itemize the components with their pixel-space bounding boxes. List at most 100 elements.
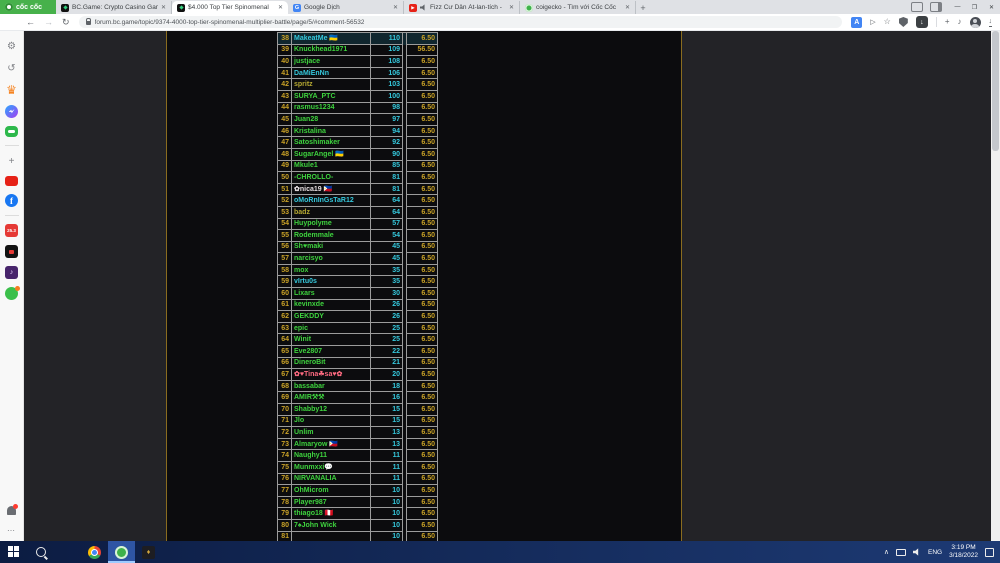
profile-avatar[interactable] — [969, 16, 981, 28]
minimize-button[interactable]: — — [954, 4, 961, 10]
username-cell[interactable]: OhMicrom — [292, 485, 371, 497]
chat-app-icon[interactable] — [5, 286, 20, 300]
video-app-icon[interactable] — [5, 245, 18, 258]
reload-button[interactable]: ↻ — [62, 16, 70, 27]
browser-tab[interactable]: BC.Game: Crypto Casino Gam ✕ — [56, 1, 172, 14]
username-cell[interactable]: Shabby12 — [292, 404, 371, 416]
games-icon[interactable] — [5, 126, 18, 137]
username-cell[interactable]: Naughy11 — [292, 450, 371, 462]
page-scrollbar[interactable] — [991, 31, 1000, 541]
downloads-tray-icon[interactable]: ↓ — [988, 17, 992, 27]
username-cell[interactable]: DaMiEnNn — [292, 67, 371, 80]
screencast-icon[interactable] — [911, 2, 923, 12]
music-app-icon[interactable]: ♪ — [5, 266, 18, 279]
username-cell[interactable]: 7♠John Wick — [292, 519, 371, 532]
youtube-icon[interactable] — [5, 176, 18, 186]
network-icon[interactable] — [895, 548, 906, 556]
username-cell[interactable]: Munmxxi💬 — [292, 461, 371, 474]
maximize-button[interactable]: ❐ — [971, 4, 978, 11]
username-cell[interactable]: -CHROLLO- — [292, 172, 371, 184]
file-explorer-app[interactable] — [54, 541, 81, 563]
username-cell[interactable]: Huypolyme — [292, 218, 371, 231]
crown-icon[interactable]: ♛ — [6, 83, 17, 97]
username-cell[interactable]: Juan28 — [292, 114, 371, 126]
new-tab-button[interactable]: + — [640, 3, 646, 13]
taskbar-search-button[interactable] — [27, 541, 54, 563]
username-cell[interactable]: Almaryow 🇵🇭 — [292, 438, 371, 451]
forward-button[interactable]: → — [44, 16, 53, 27]
tab-close-icon[interactable]: ✕ — [392, 5, 398, 11]
username-cell[interactable]: vIrtu0s — [292, 276, 371, 289]
username-cell[interactable]: ✿nica19 🇵🇭 — [292, 183, 371, 196]
history-icon[interactable]: ↺ — [7, 62, 16, 74]
bell-icon[interactable] — [7, 504, 18, 515]
translate-icon[interactable]: A — [851, 16, 863, 28]
panel-icon[interactable] — [930, 2, 942, 12]
tab-close-icon[interactable]: ✕ — [160, 5, 166, 11]
username-cell[interactable]: Unlim — [292, 427, 371, 439]
username-cell[interactable]: Sh♥maki — [292, 241, 371, 254]
username-cell[interactable]: oMoRnInGsTaR12 — [292, 195, 371, 207]
username-cell[interactable]: badz — [292, 206, 371, 219]
tab-audio-icon[interactable] — [420, 4, 425, 11]
coccoc-brand-logo[interactable]: cốc cốc — [0, 0, 56, 14]
username-cell[interactable]: MakeatMe 🇺🇦 — [292, 33, 371, 45]
browser-tab[interactable]: $4.000 Top Tier Spinomenal ✕ — [172, 1, 288, 14]
browser-tab[interactable]: G Google Dịch ✕ — [288, 1, 404, 14]
username-cell[interactable]: Kristalina — [292, 125, 371, 138]
username-cell[interactable]: narcisyo — [292, 253, 371, 265]
url-text[interactable]: forum.bc.game/topic/9374-4000-top-tier-s… — [94, 18, 365, 26]
download-button-icon[interactable]: ↓ — [915, 16, 928, 28]
facebook-icon[interactable]: f — [5, 194, 18, 207]
username-cell[interactable]: Knuckhead1971 — [292, 44, 371, 57]
username-cell[interactable]: rasmus1234 — [292, 102, 371, 115]
username-cell[interactable]: spritz — [292, 79, 371, 91]
username-cell[interactable]: justjace — [292, 56, 371, 68]
messenger-icon[interactable] — [5, 105, 18, 118]
language-indicator[interactable]: ENG — [927, 548, 943, 556]
username-cell[interactable]: bassabar — [292, 380, 371, 393]
volume-icon[interactable] — [912, 548, 919, 556]
promo-25-3-icon[interactable]: 25.3 — [5, 224, 18, 237]
scrollbar-thumb[interactable] — [992, 31, 999, 151]
username-cell[interactable]: kevinxde — [292, 299, 371, 312]
username-cell[interactable]: Eve2807 — [292, 346, 371, 358]
username-cell[interactable]: Jlo — [292, 415, 371, 428]
action-center-icon[interactable] — [985, 547, 994, 557]
more-icon[interactable]: ⋯ — [7, 525, 16, 535]
browser-tab[interactable]: ▶ Fizz Cư Dân Át-lan-tích - ✕ — [404, 1, 520, 14]
username-cell[interactable] — [292, 531, 371, 541]
bookmark-star-icon[interactable]: ☆ — [883, 17, 891, 26]
settings-icon[interactable]: ⚙ — [7, 40, 16, 52]
taskbar-clock[interactable]: 3:19 PM 3/18/2022 — [949, 544, 978, 560]
username-cell[interactable]: DineroBit — [292, 357, 371, 370]
extension-icon[interactable]: + — [944, 17, 950, 26]
username-cell[interactable]: GEKDDY — [292, 311, 371, 323]
username-cell[interactable]: NIRVANALIA — [292, 473, 371, 486]
close-button[interactable]: ✕ — [988, 4, 995, 11]
adblock-shield-icon[interactable] — [898, 17, 908, 27]
address-bar[interactable]: forum.bc.game/topic/9374-4000-top-tier-s… — [78, 16, 843, 28]
add-icon[interactable]: + — [8, 155, 15, 167]
username-cell[interactable]: ✿♥Tina☘sa♥✿ — [292, 369, 371, 381]
username-cell[interactable]: Mkule1 — [292, 160, 371, 173]
chrome-app[interactable] — [81, 541, 108, 563]
tab-close-icon[interactable]: ✕ — [277, 5, 283, 11]
username-cell[interactable]: epic — [292, 322, 371, 335]
username-cell[interactable]: Rodemmale — [292, 230, 371, 242]
game-app[interactable]: ♦ — [135, 541, 162, 563]
username-cell[interactable]: Player987 — [292, 496, 371, 509]
back-button[interactable]: ← — [26, 16, 35, 27]
username-cell[interactable]: thiago18 🇵🇪 — [292, 508, 371, 520]
media-icon[interactable]: ♪ — [957, 17, 962, 26]
username-cell[interactable]: SugarAngel 🇺🇦 — [292, 148, 371, 161]
share-icon[interactable]: ▷ — [870, 18, 876, 26]
start-button[interactable] — [0, 541, 27, 563]
username-cell[interactable]: mox — [292, 264, 371, 277]
username-cell[interactable]: Satoshimaker — [292, 137, 371, 149]
username-cell[interactable]: AMIR⚒⚒ — [292, 392, 371, 404]
coccoc-app[interactable] — [108, 541, 135, 563]
tray-chevron-icon[interactable]: ∧ — [883, 549, 889, 556]
username-cell[interactable]: SURYA_PTC — [292, 90, 371, 103]
browser-tab[interactable]: coigecko - Tìm với Cốc Cốc ✕ — [520, 1, 636, 14]
